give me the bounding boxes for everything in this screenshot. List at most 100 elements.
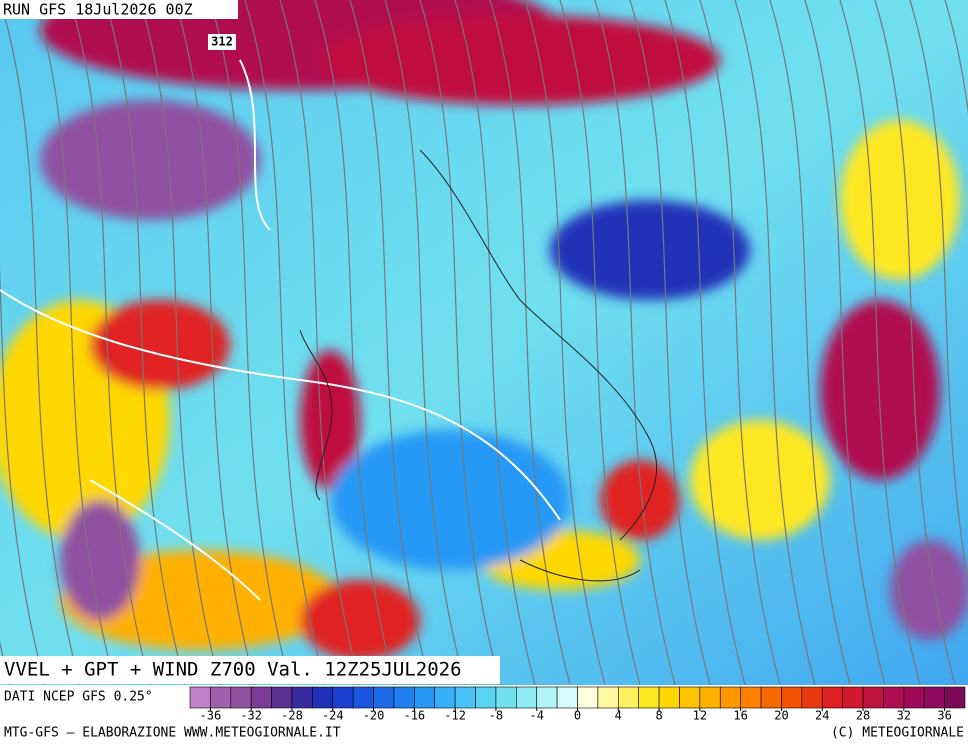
colorbar-swatch — [821, 686, 843, 709]
streamline — [244, 0, 326, 686]
colorbar-swatch — [291, 686, 313, 709]
streamline — [839, 0, 921, 686]
colorbar-swatch — [617, 686, 639, 709]
streamline — [489, 0, 571, 686]
contour-label-box — [208, 34, 236, 50]
colorbar-swatch — [658, 686, 680, 709]
colorbar-tick-label: 12 — [693, 709, 707, 723]
colorbar-swatch — [352, 686, 374, 709]
colorbar-tick-label: -36 — [200, 709, 222, 723]
streamline — [279, 0, 361, 686]
colorbar-tick-label: -32 — [240, 709, 262, 723]
colorbar-swatch — [189, 686, 211, 709]
title-box — [0, 656, 500, 684]
colorbar-swatch — [903, 686, 925, 709]
colorbar-swatch — [393, 686, 415, 709]
colorbar-swatch — [454, 686, 476, 709]
colorbar-swatch — [332, 686, 354, 709]
colorbar-tick-label: 20 — [774, 709, 788, 723]
right-credit: (C) METEOGIORNALE — [831, 726, 964, 741]
streamline — [34, 0, 116, 686]
streamline — [874, 0, 956, 686]
colorbar-tick-label: -20 — [363, 709, 385, 723]
colorbar-tick-label: -12 — [444, 709, 466, 723]
streamline — [769, 0, 851, 686]
gpt-contours — [0, 59, 561, 601]
streamline — [559, 0, 641, 686]
streamline — [104, 0, 186, 686]
colorbar-tick-label: 28 — [856, 709, 870, 723]
colorbar-swatch — [862, 686, 884, 709]
colorbar-tick-label: -24 — [322, 709, 344, 723]
map: 312 — [0, 0, 968, 686]
streamline — [629, 0, 711, 686]
colorbar-swatch — [516, 686, 538, 709]
colorbar-swatch — [883, 686, 905, 709]
colorbar-swatch — [434, 686, 456, 709]
colorbar-swatch — [923, 686, 945, 709]
streamline — [419, 0, 501, 686]
colorbar-tick-label: -16 — [403, 709, 425, 723]
colorbar-swatch — [577, 686, 599, 709]
streamline — [454, 0, 536, 686]
colorbar-swatch — [801, 686, 823, 709]
streamline — [209, 0, 291, 686]
colorbar-tick-label: -28 — [281, 709, 303, 723]
colorbar-tick-label: 4 — [615, 709, 622, 723]
streamline — [734, 0, 816, 686]
streamline — [699, 0, 781, 686]
run-label: RUN GFS 18Jul2026 00Z — [3, 1, 193, 19]
colorbar-swatch — [699, 686, 721, 709]
colorbar-tick-label: 36 — [937, 709, 951, 723]
colorbar-swatch — [414, 686, 436, 709]
colorbar-tick-label: 32 — [897, 709, 911, 723]
streamline — [139, 0, 221, 686]
colorbar-swatch — [210, 686, 232, 709]
colorbar-swatch — [679, 686, 701, 709]
colorbar-tick-label: 16 — [733, 709, 747, 723]
colorbar-swatch — [719, 686, 741, 709]
colorbar-tick-label: 24 — [815, 709, 829, 723]
colorbar-swatch — [230, 686, 252, 709]
colorbar-swatch — [944, 686, 966, 709]
streamline — [0, 263, 46, 686]
streamline — [69, 0, 151, 686]
colorbar-swatch — [760, 686, 782, 709]
streamline — [594, 0, 676, 686]
streamline — [944, 0, 968, 115]
colorbar-swatch — [556, 686, 578, 709]
streamline — [524, 0, 606, 686]
source-label: DATI NCEP GFS 0.25° — [4, 690, 153, 705]
header-box — [0, 0, 238, 19]
colorbar-swatch — [597, 686, 619, 709]
colorbar-tick-label: -8 — [489, 709, 503, 723]
colorbar-tick-label: 8 — [655, 709, 662, 723]
streamline — [909, 0, 968, 586]
streamline — [314, 0, 396, 686]
streamline — [804, 0, 886, 686]
streamline — [349, 0, 431, 686]
colorbar-swatch — [373, 686, 395, 709]
chart-title: VVEL + GPT + WIND Z700 Val. 12Z25JUL2026 — [4, 659, 462, 681]
contour-label: 312 — [211, 35, 233, 49]
colorbar-tick-label: 0 — [574, 709, 581, 723]
colorbar-swatch — [536, 686, 558, 709]
colorbar-swatch — [271, 686, 293, 709]
streamline — [384, 0, 466, 686]
colorbar-tick-label: -4 — [529, 709, 543, 723]
colorbar: -36 -32 -28 -24 -20 -16 -12 -8 -4 0 4 8 12 16 20 24 28 32… — [189, 686, 966, 723]
left-credit: MTG-GFS – ELABORAZIONE WWW.METEOGIORNALE… — [4, 726, 341, 741]
colorbar-swatch — [842, 686, 864, 709]
colorbar-swatch — [312, 686, 334, 709]
colorbar-swatch — [740, 686, 762, 709]
streamline — [0, 0, 81, 686]
colorbar-swatch — [495, 686, 517, 709]
coastlines — [299, 149, 658, 582]
colorbar-swatch — [250, 686, 272, 709]
streamline — [664, 0, 746, 686]
colorbar-swatch — [475, 686, 497, 709]
colorbar-swatch — [781, 686, 803, 709]
colorbar-swatch — [638, 686, 660, 709]
